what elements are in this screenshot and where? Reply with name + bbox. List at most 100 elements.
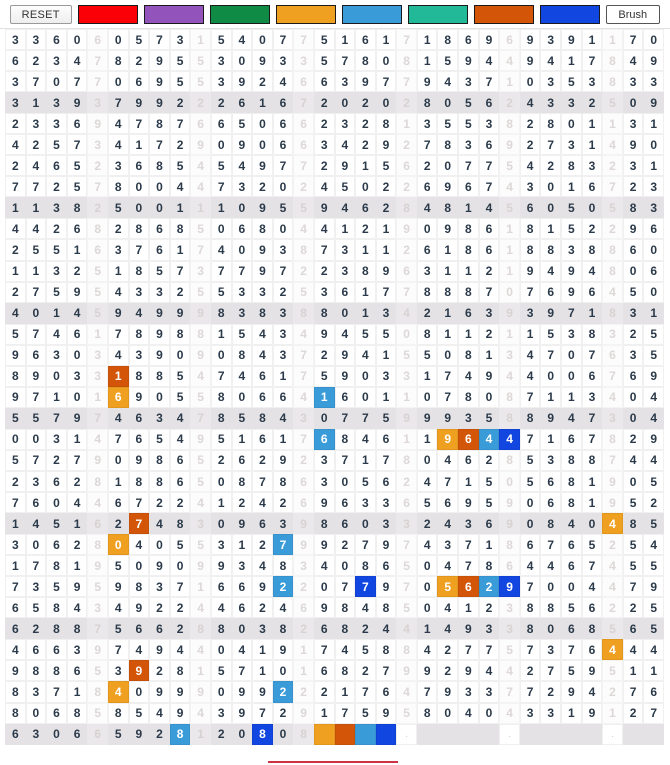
- grid-cell[interactable]: 3: [581, 386, 603, 408]
- grid-cell[interactable]: 6: [643, 218, 664, 240]
- grid-cell[interactable]: 3: [416, 113, 438, 135]
- grid-cell[interactable]: 2: [107, 218, 129, 240]
- grid-cell[interactable]: 7: [375, 660, 397, 682]
- grid-cell[interactable]: 1: [396, 428, 417, 450]
- grid-cell[interactable]: 7: [519, 281, 541, 303]
- grid-cell[interactable]: 8: [437, 29, 459, 51]
- grid-cell[interactable]: 2: [293, 618, 314, 640]
- grid-cell[interactable]: 4: [622, 639, 644, 661]
- grid-cell[interactable]: 8: [416, 323, 438, 345]
- grid-cell[interactable]: 1: [210, 323, 232, 345]
- grid-cell[interactable]: 5: [25, 407, 47, 429]
- grid-cell[interactable]: 8: [458, 344, 479, 366]
- grid-cell[interactable]: [355, 723, 376, 745]
- grid-cell[interactable]: 6: [169, 470, 191, 493]
- grid-cell[interactable]: 1: [478, 344, 500, 366]
- grid-cell[interactable]: 2: [293, 260, 314, 282]
- grid-cell[interactable]: 5: [210, 281, 232, 303]
- grid-cell[interactable]: 9: [519, 260, 541, 282]
- grid-cell[interactable]: 4: [519, 555, 541, 577]
- grid-cell[interactable]: .: [602, 723, 623, 745]
- grid-cell[interactable]: 3: [231, 281, 253, 303]
- grid-cell[interactable]: 4: [437, 618, 459, 640]
- grid-cell[interactable]: 5: [602, 660, 623, 682]
- grid-cell[interactable]: 1: [66, 681, 88, 703]
- grid-cell[interactable]: 6: [169, 449, 191, 471]
- grid-cell[interactable]: 4: [313, 555, 335, 577]
- grid-cell[interactable]: 7: [313, 239, 335, 261]
- grid-cell[interactable]: 9: [519, 50, 541, 72]
- grid-cell[interactable]: 5: [396, 344, 417, 366]
- grid-cell[interactable]: 8: [458, 281, 479, 303]
- grid-cell[interactable]: 7: [25, 386, 47, 408]
- grid-cell[interactable]: 9: [643, 365, 664, 387]
- grid-cell[interactable]: 3: [5, 29, 26, 51]
- grid-cell[interactable]: 4: [25, 155, 47, 177]
- grid-cell[interactable]: 6: [190, 113, 211, 135]
- grid-cell[interactable]: 1: [334, 681, 356, 703]
- grid-cell[interactable]: 9: [437, 407, 459, 429]
- grid-cell[interactable]: 6: [252, 386, 273, 408]
- grid-cell[interactable]: 9: [293, 513, 314, 535]
- grid-cell[interactable]: 9: [190, 681, 211, 703]
- grid-cell[interactable]: 8: [252, 407, 273, 429]
- grid-cell[interactable]: 1: [107, 365, 129, 387]
- grid-cell[interactable]: 9: [87, 639, 108, 661]
- grid-cell[interactable]: 4: [602, 576, 623, 598]
- grid-cell[interactable]: 9: [149, 555, 170, 577]
- grid-cell[interactable]: 7: [622, 576, 644, 598]
- grid-cell[interactable]: 8: [128, 576, 150, 598]
- grid-cell[interactable]: [334, 723, 356, 745]
- grid-cell[interactable]: 0: [519, 513, 541, 535]
- grid-cell[interactable]: 4: [252, 323, 273, 345]
- grid-cell[interactable]: 5: [5, 407, 26, 429]
- grid-cell[interactable]: 0: [128, 681, 150, 703]
- grid-cell[interactable]: 0: [107, 71, 129, 93]
- grid-cell[interactable]: 6: [46, 29, 67, 51]
- grid-cell[interactable]: 4: [231, 29, 253, 51]
- grid-cell[interactable]: 8: [581, 449, 603, 471]
- grid-cell[interactable]: 5: [643, 344, 664, 366]
- grid-cell[interactable]: 5: [5, 449, 26, 471]
- grid-cell[interactable]: 2: [416, 155, 438, 177]
- grid-cell[interactable]: 7: [128, 492, 150, 514]
- grid-cell[interactable]: 6: [396, 492, 417, 514]
- grid-cell[interactable]: 6: [46, 702, 67, 724]
- grid-cell[interactable]: 8: [375, 639, 397, 661]
- grid-cell[interactable]: 8: [5, 365, 26, 387]
- grid-cell[interactable]: 6: [5, 618, 26, 640]
- grid-cell[interactable]: 4: [581, 576, 603, 598]
- grid-cell[interactable]: 0: [272, 660, 294, 682]
- grid-cell[interactable]: 8: [499, 449, 520, 471]
- grid-cell[interactable]: 5: [643, 323, 664, 345]
- grid-cell[interactable]: 2: [519, 660, 541, 682]
- grid-cell[interactable]: 8: [252, 218, 273, 240]
- grid-cell[interactable]: 4: [519, 365, 541, 387]
- grid-cell[interactable]: 5: [313, 365, 335, 387]
- grid-cell[interactable]: 6: [561, 534, 582, 556]
- grid-cell[interactable]: 6: [66, 660, 88, 682]
- grid-cell[interactable]: 8: [334, 428, 356, 450]
- grid-cell[interactable]: 5: [375, 407, 397, 429]
- grid-cell[interactable]: 4: [190, 597, 211, 619]
- grid-cell[interactable]: [458, 723, 479, 745]
- grid-cell[interactable]: 8: [602, 71, 623, 93]
- grid-cell[interactable]: 1: [190, 723, 211, 745]
- grid-cell[interactable]: 3: [87, 365, 108, 387]
- grid-cell[interactable]: 4: [107, 281, 129, 303]
- grid-cell[interactable]: 2: [499, 92, 520, 114]
- grid-cell[interactable]: 4: [313, 176, 335, 198]
- grid-cell[interactable]: 8: [437, 134, 459, 156]
- grid-cell[interactable]: 7: [25, 71, 47, 93]
- grid-cell[interactable]: 1: [416, 428, 438, 450]
- grid-cell[interactable]: 8: [499, 113, 520, 135]
- grid-cell[interactable]: 2: [210, 92, 232, 114]
- grid-cell[interactable]: 9: [272, 449, 294, 471]
- grid-cell[interactable]: 4: [622, 50, 644, 72]
- grid-cell[interactable]: 1: [107, 470, 129, 493]
- grid-cell[interactable]: 3: [87, 134, 108, 156]
- grid-cell[interactable]: 5: [128, 29, 150, 51]
- grid-cell[interactable]: 2: [5, 113, 26, 135]
- grid-cell[interactable]: 6: [519, 197, 541, 219]
- grid-cell[interactable]: 5: [313, 29, 335, 51]
